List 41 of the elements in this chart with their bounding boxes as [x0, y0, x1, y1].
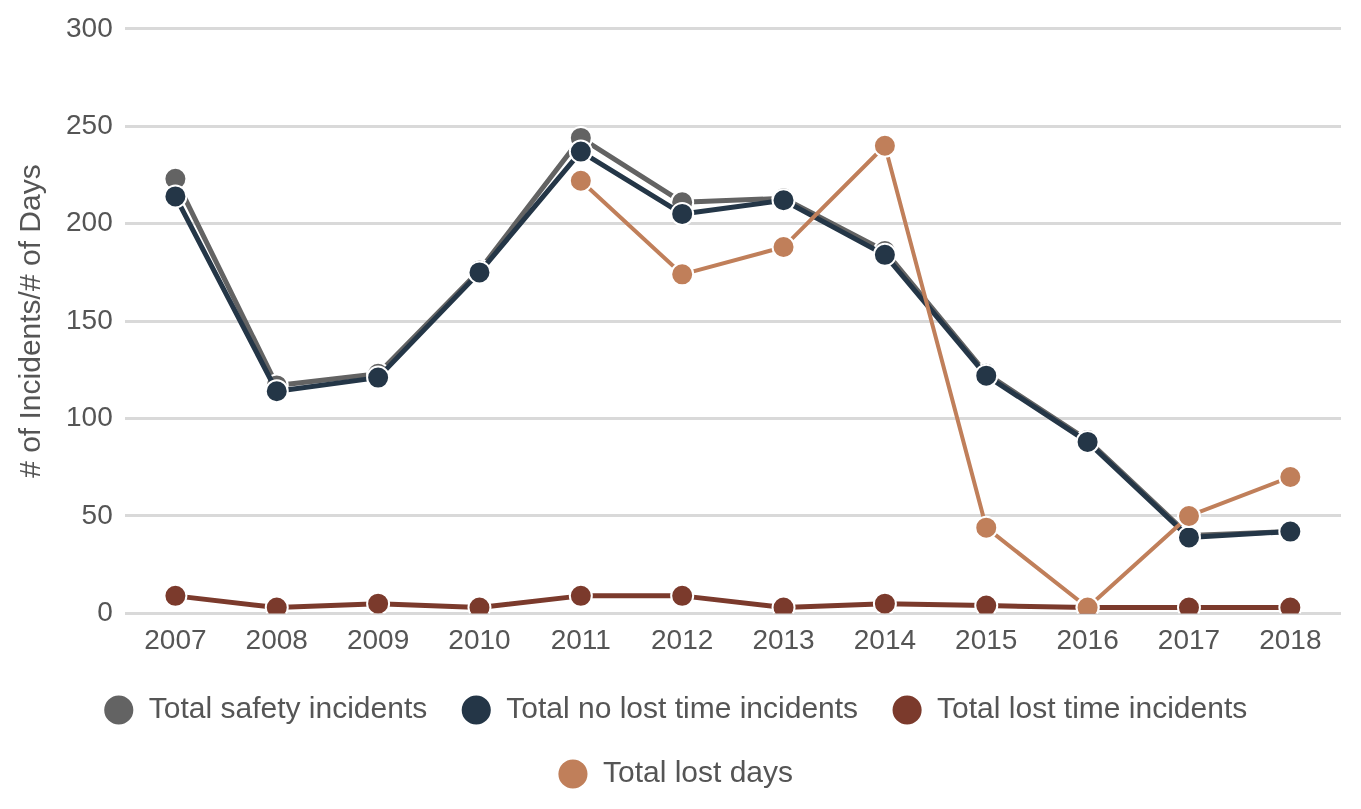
- x-tick-label: 2011: [550, 623, 611, 655]
- legend-label: Total no lost time incidents: [506, 691, 859, 725]
- point: [872, 133, 897, 158]
- x-tick-label: 2007: [144, 623, 207, 655]
- point: [670, 201, 695, 226]
- y-tick-label: 0: [97, 596, 113, 628]
- y-tick-label: 250: [66, 108, 113, 140]
- y-tick-label: 100: [66, 401, 113, 433]
- x-tick-label: 2018: [1259, 623, 1322, 655]
- x-tick-label: 2014: [853, 623, 917, 655]
- x-tick-label: 2008: [245, 623, 308, 655]
- point: [974, 593, 999, 614]
- y-tick-label: 150: [66, 303, 113, 335]
- point: [974, 515, 999, 540]
- point: [1176, 503, 1201, 528]
- y-axis-title: # of Incidents/# of Days: [13, 164, 47, 478]
- x-tick-label: 2012: [651, 623, 714, 655]
- legend-label: Total safety incidents: [148, 691, 428, 725]
- point: [568, 168, 593, 193]
- y-tick-label: 300: [66, 11, 113, 43]
- point: [670, 262, 695, 287]
- point: [163, 583, 188, 608]
- x-tick-label: 2010: [448, 623, 511, 655]
- x-tick-label: 2013: [752, 623, 815, 655]
- point: [771, 235, 796, 260]
- point: [366, 591, 391, 614]
- y-tick-label: 50: [81, 498, 113, 530]
- x-tick-label: 2017: [1157, 623, 1221, 655]
- x-tick-label: 2015: [955, 623, 1018, 655]
- point: [568, 139, 593, 164]
- point: [264, 379, 289, 404]
- point: [872, 591, 897, 614]
- x-tick-label: 2016: [1056, 623, 1119, 655]
- legend-label: Total lost days: [602, 755, 794, 789]
- point: [163, 184, 188, 209]
- legend-label: Total lost time incidents: [937, 691, 1248, 725]
- point: [568, 583, 593, 608]
- x-tick-label: 2009: [346, 623, 410, 655]
- point: [670, 583, 695, 608]
- point: [1278, 464, 1303, 489]
- y-tick-label: 200: [66, 206, 113, 238]
